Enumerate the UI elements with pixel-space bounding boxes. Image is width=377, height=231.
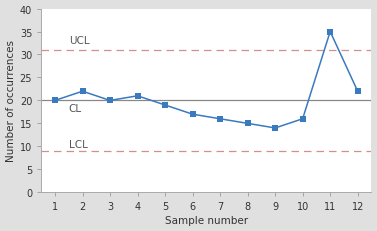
Text: CL: CL bbox=[69, 103, 82, 113]
Y-axis label: Number of occurrences: Number of occurrences bbox=[6, 40, 15, 162]
Text: UCL: UCL bbox=[69, 36, 89, 46]
Text: LCL: LCL bbox=[69, 139, 87, 149]
X-axis label: Sample number: Sample number bbox=[165, 216, 248, 225]
